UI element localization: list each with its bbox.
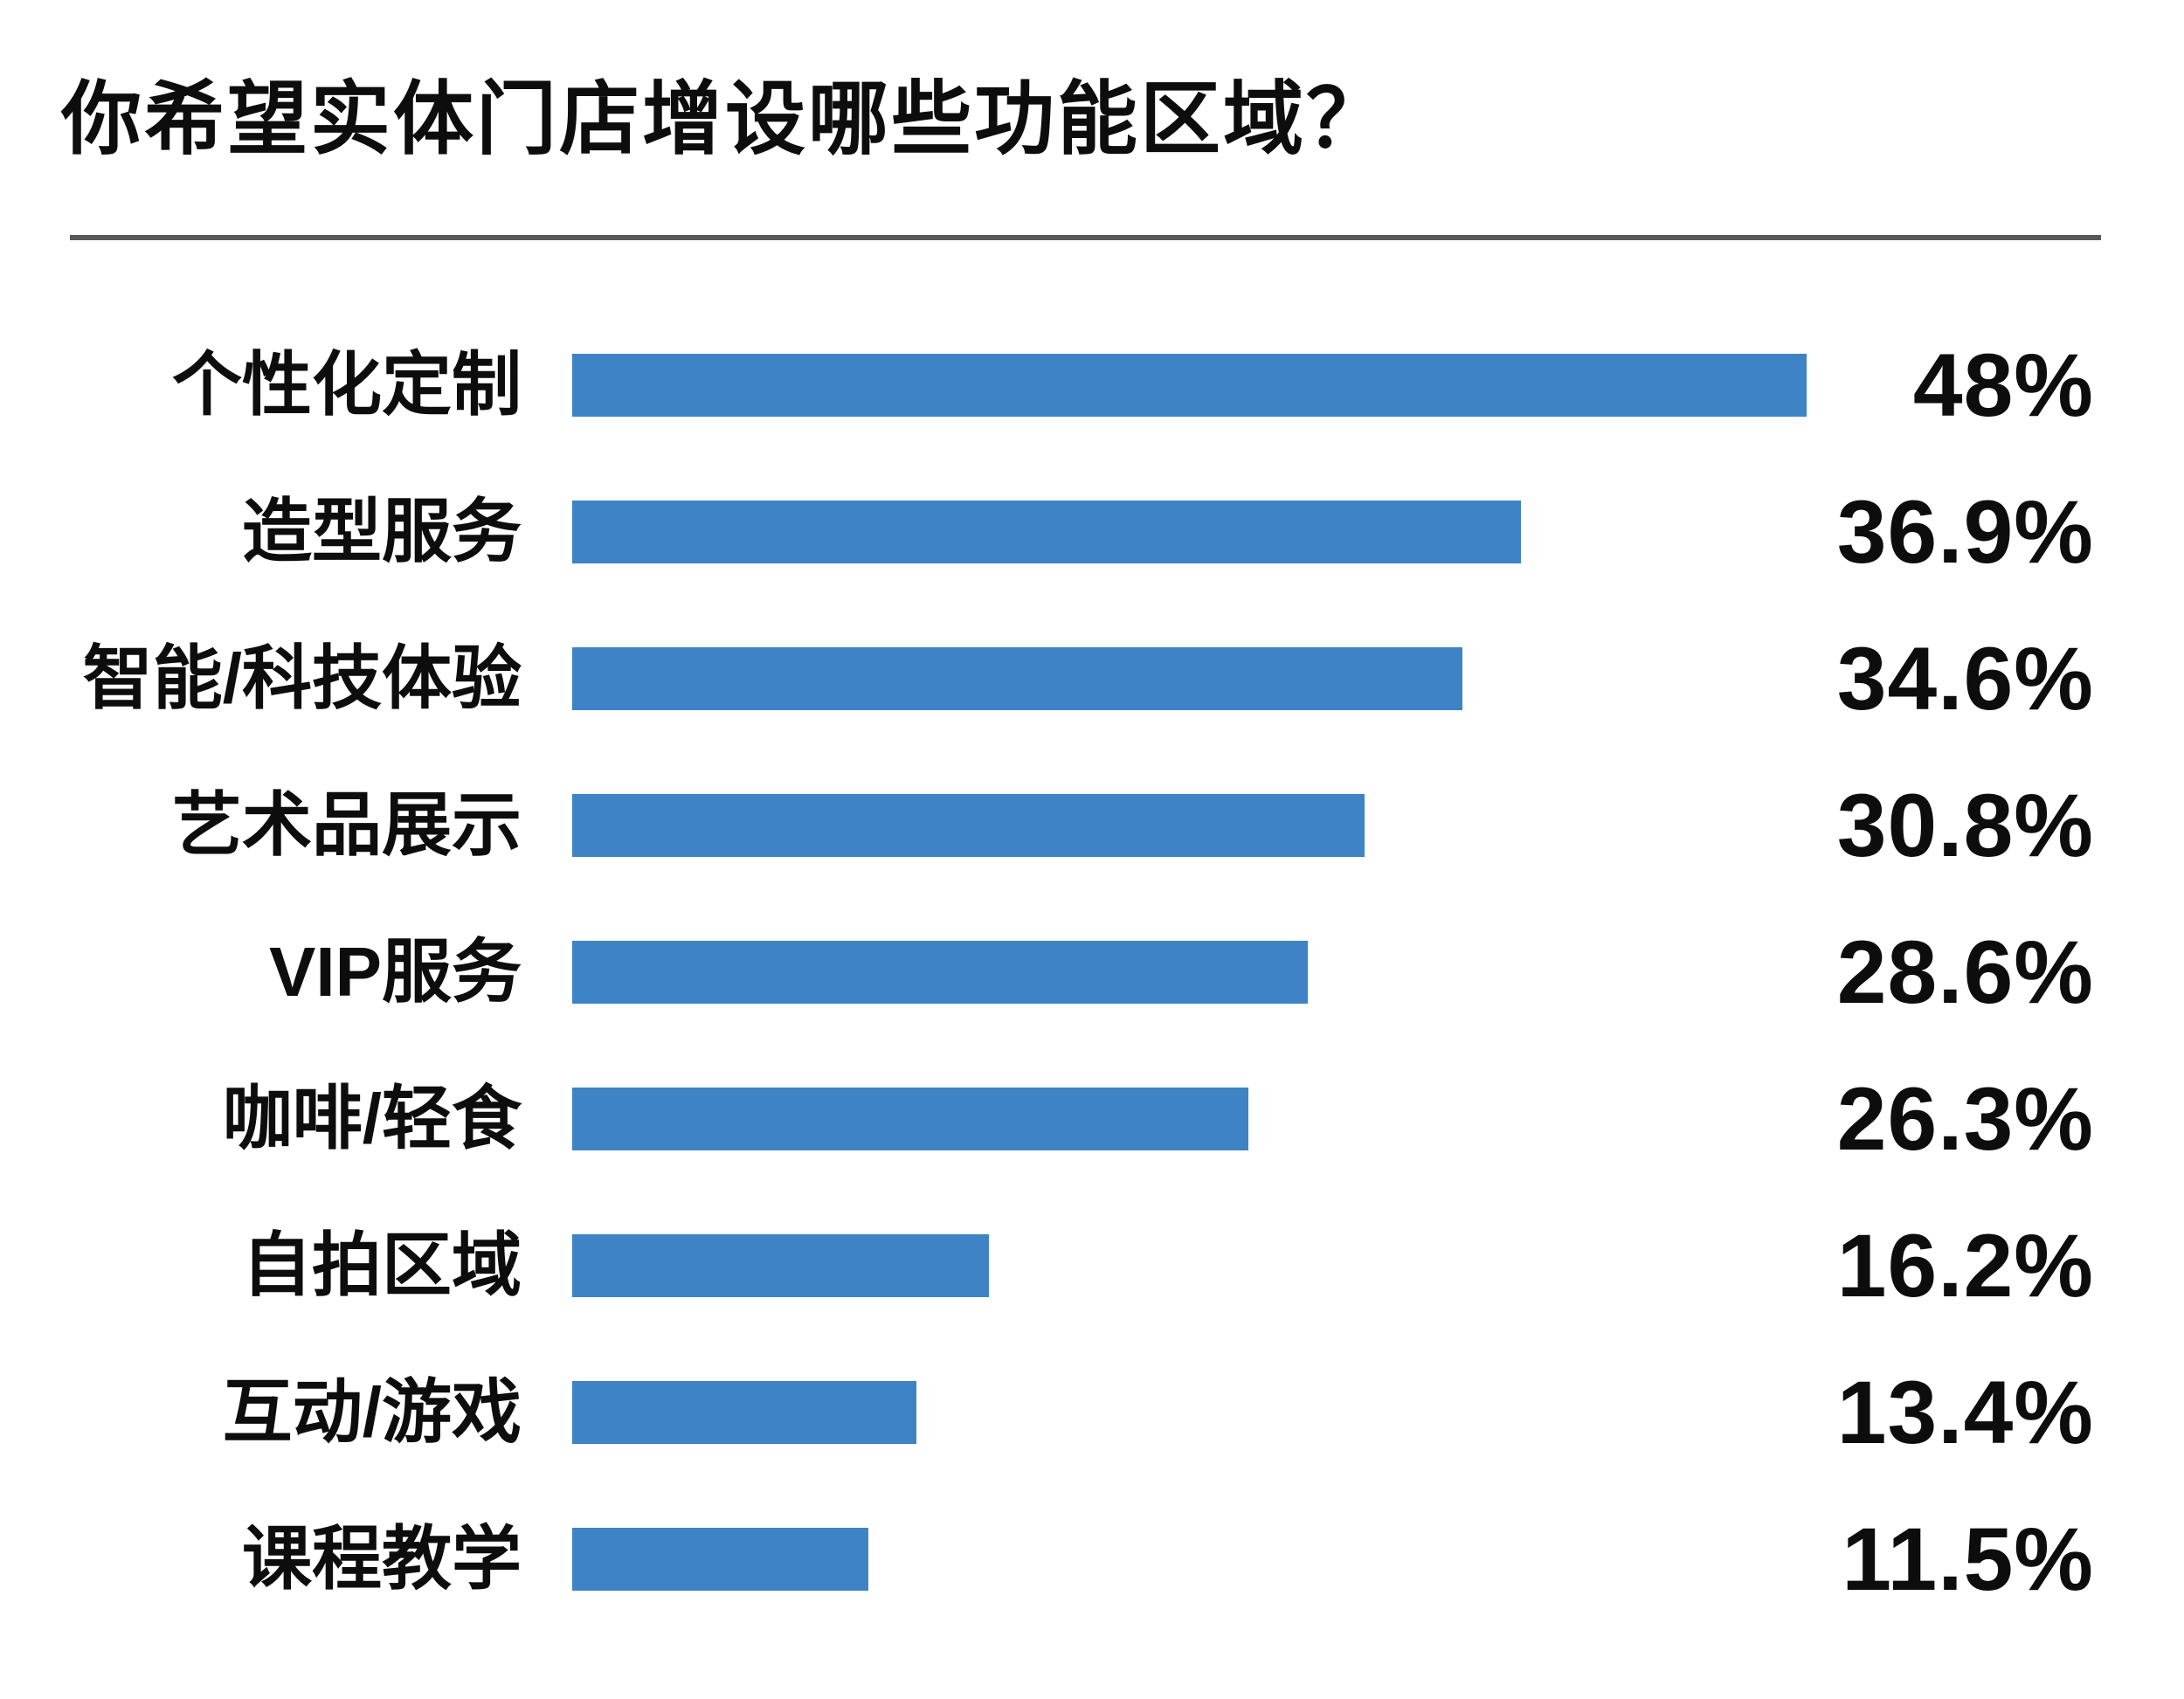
bar — [572, 941, 1308, 1004]
bar-track — [572, 794, 1807, 857]
bar-row: 个性化定制 48% — [0, 341, 2184, 430]
chart-title: 你希望实体门店增设哪些功能区域？ — [61, 75, 1390, 164]
bar — [572, 1234, 989, 1297]
category-label: 智能/科技体验 — [82, 639, 522, 717]
bar — [572, 1528, 868, 1591]
value-label: 48% — [1912, 335, 2094, 435]
value-label: 34.6% — [1836, 629, 2094, 729]
bar-row: 造型服务 36.9% — [0, 487, 2184, 577]
value-label: 13.4% — [1836, 1363, 2094, 1462]
category-label: 个性化定制 — [172, 346, 522, 424]
bar-track — [572, 941, 1807, 1004]
value-label: 36.9% — [1836, 482, 2094, 582]
bar-row: 课程教学 11.5% — [0, 1515, 2184, 1604]
bar — [572, 794, 1365, 857]
bar — [572, 354, 1807, 417]
title-divider-rule — [70, 235, 2101, 240]
category-label: 艺术品展示 — [172, 786, 522, 864]
bar-row: 互动/游戏 13.4% — [0, 1368, 2184, 1457]
bar-row: 自拍区域 16.2% — [0, 1221, 2184, 1310]
bar-track — [572, 1381, 1807, 1444]
bar-row: VIP服务 28.6% — [0, 928, 2184, 1017]
bar-track — [572, 647, 1807, 710]
value-label: 11.5% — [1842, 1509, 2094, 1609]
bar-track — [572, 1528, 1807, 1591]
value-label: 30.8% — [1836, 776, 2094, 875]
category-label: 互动/游戏 — [222, 1373, 522, 1451]
value-label: 26.3% — [1836, 1069, 2094, 1169]
bar-track — [572, 354, 1807, 417]
bar — [572, 501, 1522, 563]
category-label: VIP服务 — [269, 933, 522, 1011]
bar-row: 咖啡/轻食 26.3% — [0, 1074, 2184, 1164]
bar-row: 艺术品展示 30.8% — [0, 781, 2184, 870]
category-label: 课程教学 — [242, 1520, 522, 1598]
category-label: 咖啡/轻食 — [222, 1080, 522, 1157]
bar — [572, 1088, 1249, 1150]
value-label: 16.2% — [1836, 1216, 2094, 1316]
bar — [572, 647, 1462, 710]
bar-chart: 个性化定制 48% 造型服务 36.9% 智能/科技体验 34.6% 艺术品展示… — [0, 341, 2184, 1604]
category-label: 造型服务 — [242, 493, 522, 570]
bar-track — [572, 501, 1807, 563]
value-label: 28.6% — [1836, 922, 2094, 1022]
bar-row: 智能/科技体验 34.6% — [0, 634, 2184, 723]
category-label: 自拍区域 — [242, 1226, 522, 1304]
bar-track — [572, 1088, 1807, 1150]
bar-track — [572, 1234, 1807, 1297]
bar — [572, 1381, 917, 1444]
